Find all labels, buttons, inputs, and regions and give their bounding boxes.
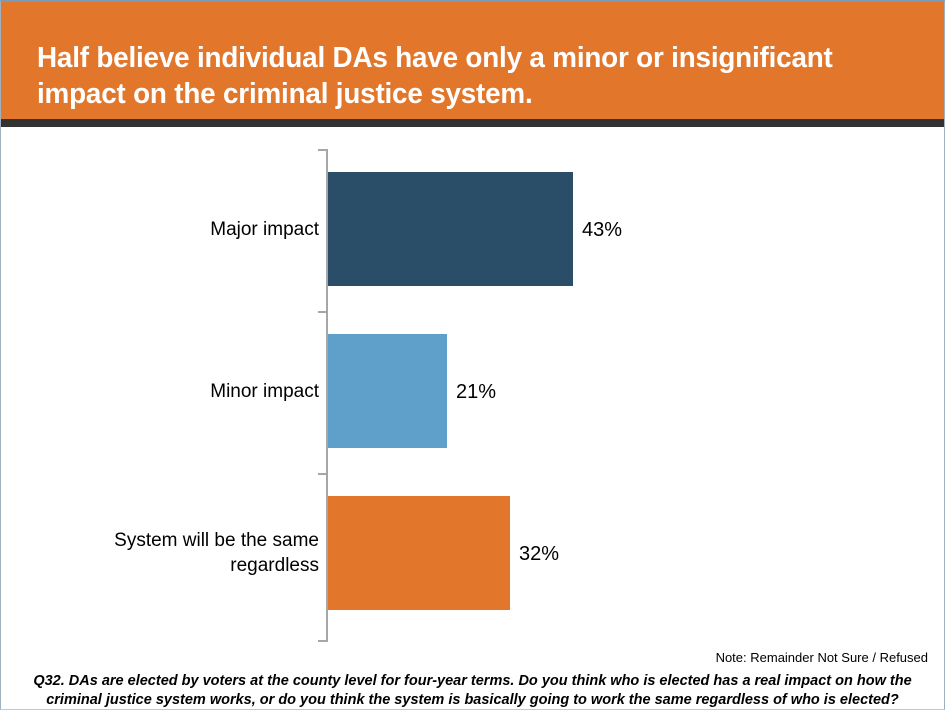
title-divider	[1, 119, 944, 127]
bar-chart: Major impact 43% Minor impact 21% System…	[1, 127, 944, 647]
bar-major-impact	[328, 172, 573, 286]
value-label-minor-impact: 21%	[456, 381, 497, 403]
category-axis-line	[326, 149, 328, 642]
axis-tick	[318, 640, 326, 642]
axis-tick	[318, 473, 326, 475]
title-banner: Half believe individual DAs have only a …	[1, 2, 944, 119]
axis-tick	[318, 149, 326, 151]
chart-note: Note: Remainder Not Sure / Refused	[715, 650, 928, 665]
axis-tick	[318, 311, 326, 313]
page-title: Half believe individual DAs have only a …	[37, 42, 833, 110]
category-label-minor-impact: Minor impact	[210, 381, 319, 402]
survey-question-text: Q32. DAs are elected by voters at the co…	[33, 673, 912, 708]
bar-minor-impact	[328, 334, 447, 448]
value-label-system-same-regardless: 32%	[519, 543, 560, 565]
category-label-line-2: regardless	[230, 555, 319, 576]
category-label-major-impact: Major impact	[210, 219, 319, 240]
bar-system-same-regardless	[328, 496, 510, 610]
value-label-major-impact: 43%	[582, 219, 623, 241]
category-label-line-1: System will be the same	[114, 530, 319, 551]
category-label-system-same-regardless: System will be the same regardless	[19, 528, 319, 578]
